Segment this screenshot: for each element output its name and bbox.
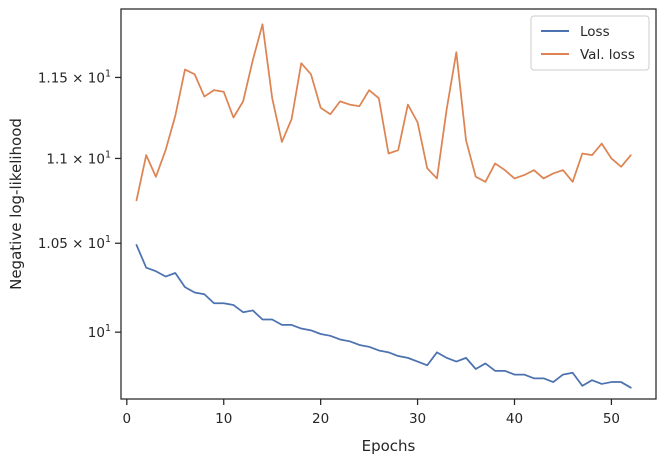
x-tick-label: 40 [506,411,523,427]
y-tick-label: 1.15 × 101 [38,68,111,86]
y-tick-label: 1.05 × 101 [38,234,111,252]
x-tick-label: 50 [603,411,620,427]
plot-frame [120,8,657,400]
x-tick-label: 30 [409,411,426,427]
x-tick-label: 10 [215,411,232,427]
series-line-val-loss [135,23,632,202]
x-axis: 0 10 20 30 40 50 [123,399,620,427]
x-axis-title: Epochs [362,437,416,455]
y-tick-label: 101 [88,323,111,341]
y-axis-title: Negative log-likelihood [7,118,25,290]
series-layer [135,23,632,389]
y-axis: 101 1.05 × 101 1.1 × 101 1.15 × 101 [38,68,121,341]
series-line-loss [135,244,632,389]
x-tick-label: 20 [312,411,329,427]
legend-label-loss: Loss [580,24,610,40]
legend-label-val-loss: Val. loss [580,47,635,63]
y-tick-label: 1.1 × 101 [46,149,111,167]
x-tick-label: 0 [123,411,132,427]
plot-background [121,9,656,399]
legend: Loss Val. loss [530,15,650,71]
legend-box [530,15,650,71]
